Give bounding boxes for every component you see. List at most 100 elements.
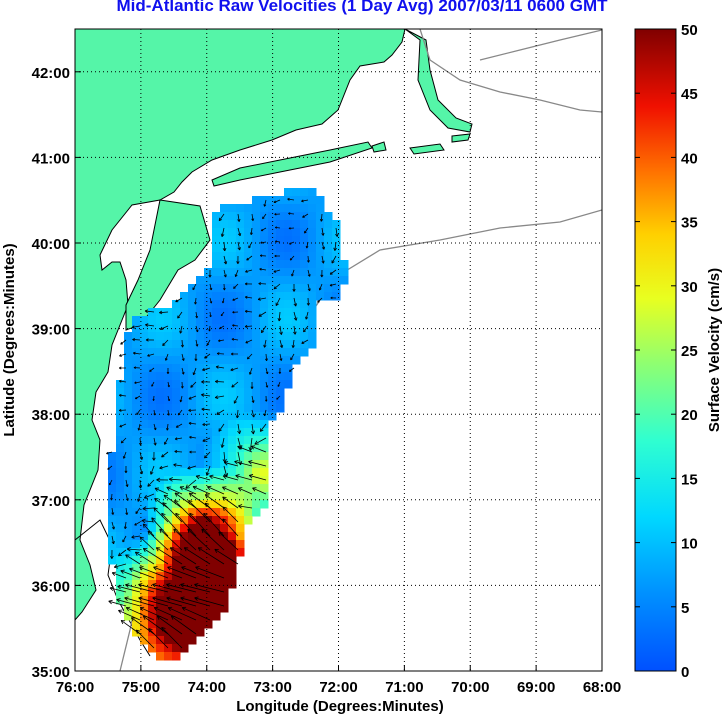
velocity-cell bbox=[164, 348, 173, 357]
velocity-cell bbox=[116, 548, 125, 557]
velocity-cell bbox=[236, 228, 245, 237]
velocity-cell bbox=[228, 436, 237, 445]
velocity-cell bbox=[116, 460, 125, 469]
velocity-cell bbox=[148, 540, 157, 549]
velocity-cell bbox=[212, 404, 221, 413]
velocity-arrow bbox=[251, 213, 254, 221]
velocity-cell bbox=[212, 532, 221, 541]
velocity-arrow bbox=[133, 352, 141, 355]
velocity-cell bbox=[124, 612, 133, 621]
velocity-cell bbox=[324, 244, 333, 253]
velocity-cell bbox=[260, 380, 269, 389]
velocity-cell bbox=[284, 204, 293, 213]
velocity-cell bbox=[132, 564, 141, 573]
velocity-arrow bbox=[204, 451, 211, 459]
velocity-cell bbox=[292, 348, 301, 357]
velocity-cell bbox=[236, 420, 245, 429]
velocity-cell bbox=[140, 452, 149, 461]
velocity-cell bbox=[180, 556, 189, 565]
velocity-cell bbox=[180, 324, 189, 333]
velocity-cell bbox=[132, 620, 141, 629]
velocity-cell bbox=[260, 300, 269, 309]
velocity-cell bbox=[124, 372, 133, 381]
velocity-arrow bbox=[207, 486, 225, 495]
velocity-cell bbox=[244, 484, 253, 493]
velocity-arrow bbox=[149, 367, 155, 372]
velocity-cell bbox=[148, 356, 157, 365]
arrow-head bbox=[279, 358, 283, 361]
velocity-arrow bbox=[245, 339, 253, 344]
velocity-arrow bbox=[250, 227, 253, 235]
arrow-head bbox=[166, 428, 169, 431]
velocity-cell bbox=[244, 436, 253, 445]
velocity-cell bbox=[220, 436, 229, 445]
arrow-head bbox=[254, 440, 259, 445]
arrow-head bbox=[147, 530, 152, 536]
velocity-arrow bbox=[112, 572, 127, 579]
velocity-cell bbox=[116, 404, 125, 413]
velocity-arrow bbox=[245, 310, 253, 313]
velocity-cell bbox=[220, 556, 229, 565]
arrow-head bbox=[110, 555, 114, 559]
velocity-arrow bbox=[123, 451, 127, 459]
velocity-cell bbox=[212, 556, 221, 565]
velocity-arrow bbox=[109, 479, 113, 486]
velocity-cell bbox=[172, 508, 181, 517]
velocity-cell bbox=[180, 396, 189, 405]
velocity-cell bbox=[188, 436, 197, 445]
arrow-head bbox=[125, 583, 130, 588]
velocity-cell bbox=[132, 348, 141, 357]
velocity-cell bbox=[220, 228, 229, 237]
velocity-arrow bbox=[293, 311, 297, 321]
arrow-head bbox=[195, 329, 199, 333]
velocity-arrow bbox=[249, 437, 253, 451]
velocity-arrow bbox=[265, 353, 268, 361]
velocity-cell bbox=[172, 580, 181, 589]
velocity-cell bbox=[220, 460, 229, 469]
velocity-cell bbox=[252, 300, 261, 309]
velocity-arrow bbox=[190, 381, 197, 388]
velocity-cell bbox=[204, 284, 213, 293]
velocity-cell bbox=[220, 444, 229, 453]
velocity-arrow bbox=[171, 615, 197, 635]
velocity-cell bbox=[212, 460, 221, 469]
velocity-cell bbox=[260, 260, 269, 269]
velocity-cell bbox=[132, 492, 141, 501]
arrow-head bbox=[201, 380, 205, 384]
velocity-cell bbox=[124, 412, 133, 421]
velocity-cell bbox=[196, 540, 205, 549]
velocity-cell bbox=[140, 588, 149, 597]
velocity-cell bbox=[204, 348, 213, 357]
velocity-cell bbox=[252, 492, 261, 501]
velocity-cell bbox=[220, 580, 229, 589]
arrow-head bbox=[230, 368, 234, 372]
velocity-cell bbox=[236, 404, 245, 413]
arrow-head bbox=[194, 302, 197, 305]
velocity-cell bbox=[244, 300, 253, 309]
velocity-cell bbox=[156, 468, 165, 477]
velocity-arrow bbox=[139, 566, 169, 579]
arrow-head bbox=[152, 457, 156, 461]
velocity-cell bbox=[116, 572, 125, 581]
cape-cod bbox=[404, 29, 473, 133]
velocity-cell bbox=[276, 236, 285, 245]
velocity-cell bbox=[196, 548, 205, 557]
velocity-cell bbox=[236, 548, 245, 557]
velocity-cell bbox=[212, 492, 221, 501]
velocity-cell bbox=[300, 260, 309, 269]
velocity-arrow bbox=[201, 528, 225, 551]
velocity-cell bbox=[172, 364, 181, 373]
velocity-cell bbox=[180, 500, 189, 509]
arrow-head bbox=[137, 427, 141, 431]
x-axis-ticks: 76:00 75:00 74:00 73:00 72:00 71:00 70:00 69:00… bbox=[56, 665, 621, 696]
velocity-cell bbox=[228, 380, 237, 389]
arrow-head bbox=[259, 428, 264, 432]
arrow-head bbox=[207, 485, 212, 491]
velocity-arrow bbox=[139, 451, 143, 460]
velocity-cell bbox=[236, 540, 245, 549]
velocity-arrow bbox=[175, 297, 183, 303]
velocity-arrow bbox=[120, 339, 127, 345]
velocity-cell bbox=[196, 620, 205, 629]
velocity-arrow bbox=[125, 584, 155, 593]
velocity-arrow bbox=[221, 227, 225, 237]
